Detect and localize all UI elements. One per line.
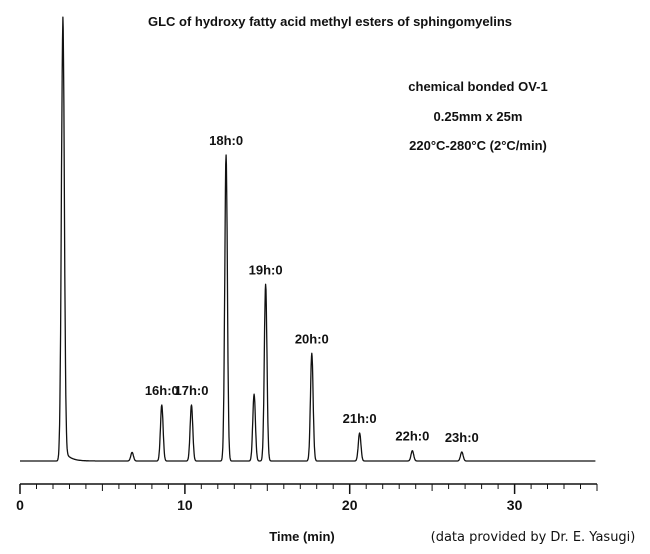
x-tick-label-0: 0: [16, 497, 24, 513]
peak-label-17h-0: 17h:0: [175, 383, 209, 398]
x-tick-label-20: 20: [342, 497, 358, 513]
credit-note: (data provided by Dr. E. Yasugi): [431, 530, 636, 545]
peak-label-20h-0: 20h:0: [295, 331, 329, 346]
condition-column: chemical bonded OV-1: [408, 79, 547, 94]
peak-label-18h-0: 18h:0: [209, 133, 243, 148]
peak-label-16h-0: 16h:0: [145, 383, 179, 398]
peak-label-22h-0: 22h:0: [395, 429, 429, 444]
peak-label-21h-0: 21h:0: [343, 411, 377, 426]
condition-dimensions: 0.25mm x 25m: [434, 109, 523, 124]
x-tick-label-30: 30: [507, 497, 523, 513]
chromatogram-trace: [19, 16, 596, 462]
chart-title: GLC of hydroxy fatty acid methyl esters …: [148, 14, 512, 29]
x-tick-label-10: 10: [177, 497, 193, 513]
x-axis-label: Time (min): [269, 529, 335, 544]
peak-label-23h-0: 23h:0: [445, 430, 479, 445]
condition-temperature: 220°C-280°C (2°C/min): [409, 138, 547, 153]
peak-label-19h-0: 19h:0: [249, 262, 283, 277]
